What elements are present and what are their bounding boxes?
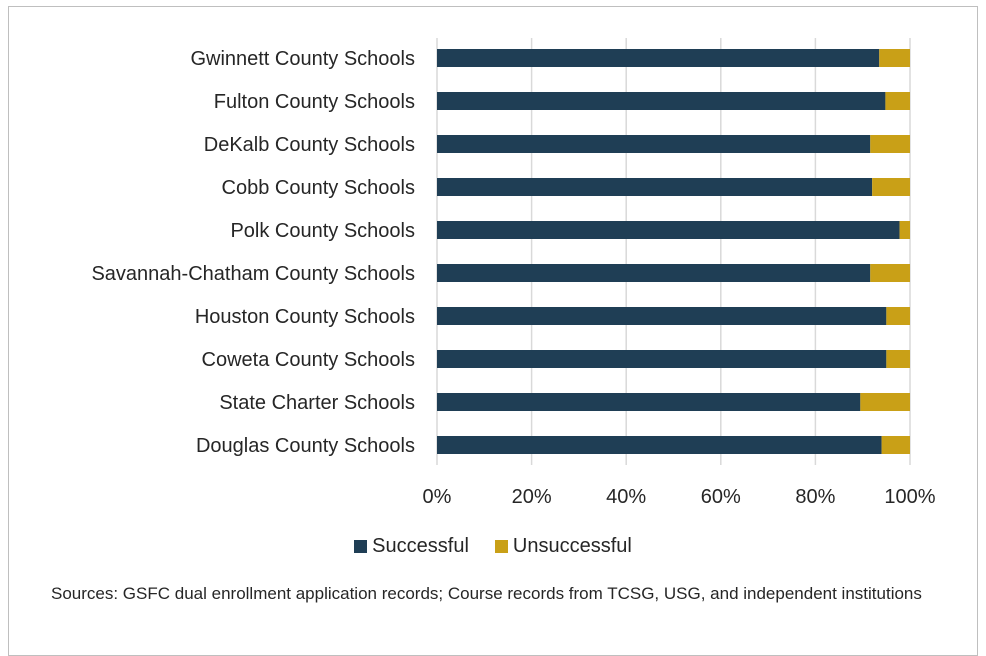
legend-label-successful: Successful — [372, 534, 469, 557]
bar-unsuccessful — [899, 221, 910, 239]
x-tick-label: 20% — [512, 486, 552, 508]
category-label: Coweta County Schools — [202, 349, 415, 371]
bar-successful — [437, 178, 873, 196]
category-label: Gwinnett County Schools — [190, 48, 415, 70]
source-note: Sources: GSFC dual enrollment applicatio… — [51, 584, 922, 603]
legend-item-successful: Successful — [354, 535, 469, 558]
bar-successful — [437, 135, 871, 153]
bar-unsuccessful — [872, 178, 910, 196]
bar-unsuccessful — [885, 92, 910, 110]
bar-unsuccessful — [886, 307, 910, 325]
x-tick-label: 0% — [423, 486, 452, 508]
bars — [437, 49, 910, 454]
category-label: Houston County Schools — [195, 306, 415, 328]
bar-unsuccessful — [879, 49, 910, 67]
category-label: Savannah-Chatham County Schools — [91, 263, 415, 285]
bar-successful — [437, 49, 880, 67]
category-labels: Gwinnett County Schools Fulton County Sch… — [91, 48, 415, 457]
x-tick-label: 60% — [701, 486, 741, 508]
bar-unsuccessful — [881, 436, 910, 454]
bar-successful — [437, 307, 887, 325]
legend-swatch-unsuccessful — [494, 539, 508, 553]
bar-successful — [437, 393, 861, 411]
bar-unsuccessful — [860, 393, 910, 411]
category-label: DeKalb County Schools — [204, 134, 415, 156]
bar-successful — [437, 436, 882, 454]
category-label: State Charter Schools — [219, 392, 415, 414]
bar-successful — [437, 221, 900, 239]
category-label: Cobb County Schools — [222, 177, 415, 199]
x-tick-label: 100% — [884, 486, 935, 508]
chart-frame — [8, 6, 978, 656]
bar-successful — [437, 264, 871, 282]
chart-plot: Gwinnett County Schools Fulton County Sch… — [91, 38, 936, 508]
legend-swatch-successful — [354, 539, 368, 553]
legend: Successful Unsuccessful — [0, 531, 986, 561]
legend-item-unsuccessful: Unsuccessful — [494, 534, 632, 558]
x-tick-label: 40% — [606, 486, 646, 508]
x-tick-label: 80% — [795, 486, 835, 508]
bar-unsuccessful — [886, 350, 910, 368]
x-tick-labels: 0% 20% 40% 60% 80% 100% — [423, 486, 936, 508]
category-label: Polk County Schools — [230, 220, 415, 242]
bar-unsuccessful — [870, 264, 910, 282]
bar-unsuccessful — [870, 135, 910, 153]
legend-label-unsuccessful: Unsuccessful — [512, 534, 632, 557]
category-label: Douglas County Schools — [196, 435, 415, 457]
category-label: Fulton County Schools — [214, 91, 415, 113]
bar-successful — [437, 92, 886, 110]
bar-successful — [437, 350, 887, 368]
